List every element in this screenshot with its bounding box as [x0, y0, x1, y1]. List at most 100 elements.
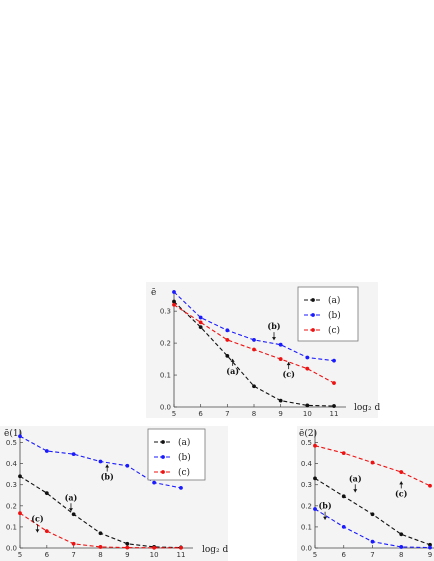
data-point [152, 545, 157, 550]
y-axis-label: ē(1) [4, 428, 22, 439]
x-tick-label: 11 [330, 410, 339, 418]
data-point [225, 353, 230, 358]
data-point [225, 338, 230, 342]
data-point [428, 542, 432, 547]
data-point [313, 443, 317, 448]
chart-svg-ebar-2: 0.0 0.1 0.2 0.3 0.4 0.5 5 6 7 8 9 ē(2) (a) (b) (c) [299, 428, 434, 559]
annotation-arrowhead [399, 481, 404, 485]
data-point [428, 483, 432, 488]
data-point [313, 507, 317, 511]
data-point [341, 525, 346, 529]
annotation-label: (b) [267, 321, 280, 331]
annotation-label: (a) [65, 492, 78, 502]
data-point [18, 511, 22, 516]
data-point [341, 451, 346, 455]
data-point [428, 545, 432, 550]
data-point [71, 512, 76, 517]
data-point [18, 474, 22, 479]
data-point [125, 541, 130, 546]
data-point [44, 491, 49, 496]
x-tick-label: 9 [125, 551, 129, 559]
legend-swatch-marker [311, 298, 315, 302]
data-point [278, 357, 283, 361]
y-tick-label: 0.3 [160, 308, 171, 316]
y-axis-label: ē(2) [299, 428, 317, 439]
x-tick-label: 9 [428, 551, 432, 559]
legend-entry: (c) [178, 467, 190, 478]
legend-swatch-marker [311, 328, 315, 332]
data-point [172, 299, 176, 304]
legend-swatch-marker [161, 440, 165, 444]
x-tick-label: 8 [252, 410, 256, 418]
data-point [172, 302, 176, 307]
series-line [19, 512, 181, 549]
x-tick-label: 10 [303, 410, 312, 418]
x-tick-label: 6 [342, 551, 347, 559]
x-tick-label: 7 [370, 551, 374, 559]
annotation-arrowhead [353, 489, 358, 493]
y-tick-label: 0.5 [6, 439, 17, 447]
chart-panel-ebar: 0.0 0.1 0.2 0.3 5 6 7 8 9 10 11 ē log₂ d (b) (a) (c) (a)… [146, 282, 381, 418]
data-point [399, 470, 404, 474]
data-point [305, 366, 310, 371]
data-point [278, 398, 283, 403]
data-point [125, 463, 130, 468]
data-point [370, 539, 375, 544]
data-point [125, 545, 130, 550]
x-tick-label: 6 [198, 410, 203, 418]
legend-swatch-marker [161, 455, 165, 459]
x-tick-label: 10 [150, 551, 159, 559]
data-point [172, 290, 176, 294]
annotation-arrowhead [286, 362, 291, 366]
data-point [98, 459, 103, 464]
data-point [18, 434, 22, 439]
data-point [98, 531, 103, 536]
legend-box [297, 286, 359, 342]
annotation-label: (b) [101, 472, 114, 482]
x-tick-label: 5 [172, 410, 176, 418]
annotation-label: (b) [318, 501, 331, 511]
x-tick-label: 7 [71, 551, 75, 559]
series-line [314, 477, 431, 546]
x-axis-label: log₂ d [354, 403, 381, 413]
x-tick-label: 6 [45, 551, 50, 559]
x-tick-label: 9 [278, 410, 282, 418]
x-tick-label: 5 [313, 551, 317, 559]
data-point [313, 476, 317, 481]
data-point [71, 452, 76, 457]
legend-entry: (a) [328, 295, 340, 306]
legend-entry: (a) [178, 437, 190, 448]
legend-entry: (b) [328, 310, 341, 321]
data-point [399, 545, 404, 549]
data-point [198, 320, 203, 325]
y-tick-label: 0.0 [160, 404, 171, 412]
data-point [98, 545, 103, 549]
y-tick-label: 0.2 [301, 502, 312, 510]
annotation-arrowhead [272, 337, 276, 341]
series-line [19, 475, 181, 549]
x-tick-label: 5 [18, 551, 22, 559]
data-point [225, 328, 230, 333]
data-point [305, 355, 310, 360]
annotation-label: (a) [226, 366, 239, 376]
data-point [179, 545, 183, 550]
x-tick-label: 8 [98, 551, 102, 559]
y-tick-label: 0.2 [160, 340, 171, 348]
legend-entry: (b) [178, 452, 191, 463]
y-tick-label: 0.4 [301, 460, 313, 468]
series-line [314, 445, 431, 487]
annotation-arrowhead [105, 464, 110, 468]
data-point [370, 512, 375, 517]
annotation-arrowhead [35, 529, 40, 533]
y-tick-label: 0.0 [6, 545, 17, 553]
data-point [179, 485, 183, 490]
y-tick-label: 0.5 [301, 439, 312, 447]
annotation-label: (c) [395, 488, 408, 498]
y-tick-label: 0.2 [6, 502, 17, 510]
y-tick-label: 0.0 [301, 545, 312, 553]
y-tick-label: 0.1 [160, 372, 171, 380]
data-point [198, 315, 203, 320]
legend-entry: (c) [328, 325, 340, 336]
legend-swatch-marker [161, 470, 165, 474]
annotation-arrowhead [230, 358, 235, 362]
